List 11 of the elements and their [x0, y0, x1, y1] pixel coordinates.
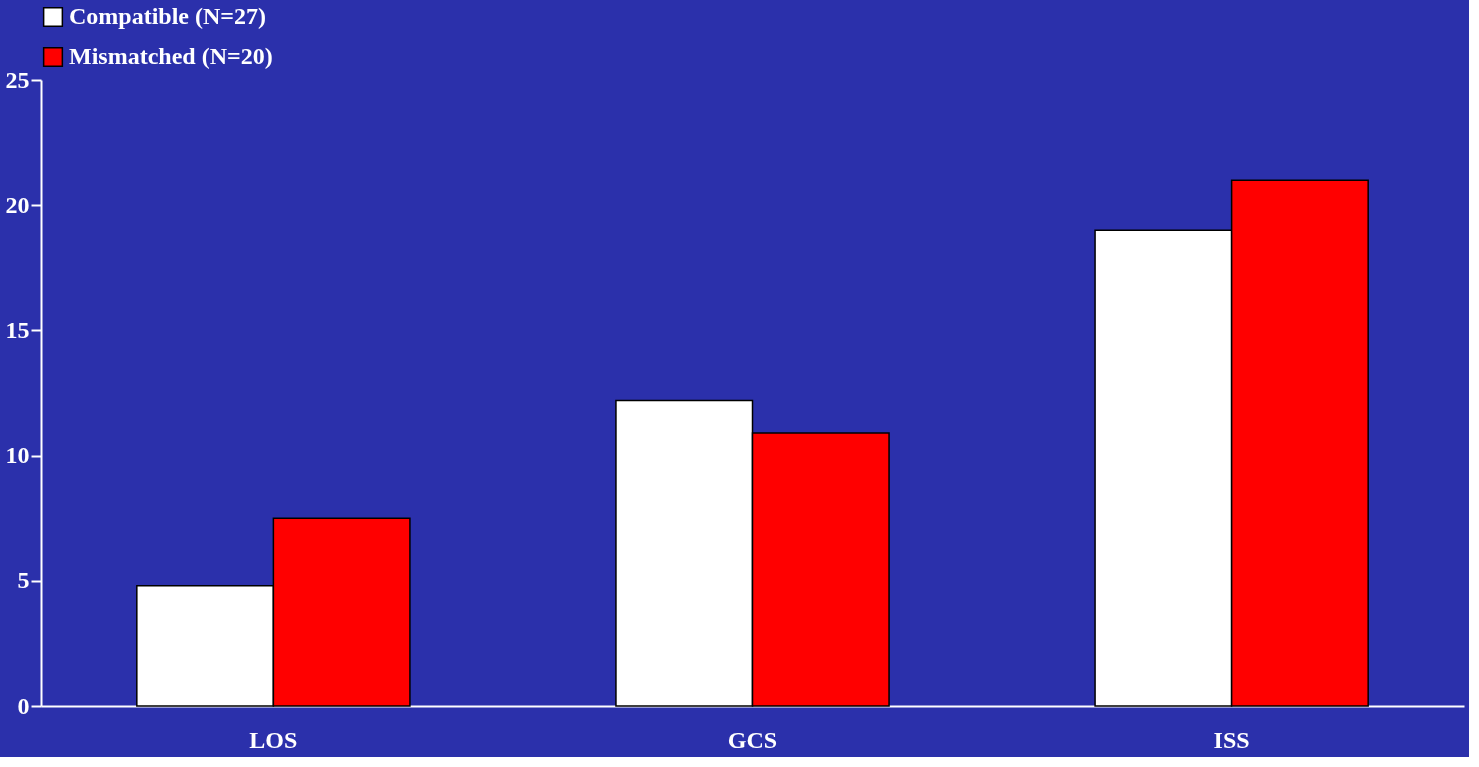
y-tick-label: 20: [5, 191, 30, 218]
x-tick-label: ISS: [1213, 726, 1250, 753]
y-tick-label: 25: [5, 66, 30, 93]
y-tick-label: 15: [5, 316, 30, 343]
legend-label: Mismatched (N=20): [69, 43, 273, 69]
x-tick-label: GCS: [727, 726, 778, 753]
x-tick-label: LOS: [249, 726, 298, 753]
legend-label: Compatible (N=27): [69, 3, 266, 29]
y-tick-label: 5: [17, 567, 30, 594]
y-tick-label: 0: [17, 692, 30, 719]
y-tick-label: 10: [5, 442, 30, 469]
